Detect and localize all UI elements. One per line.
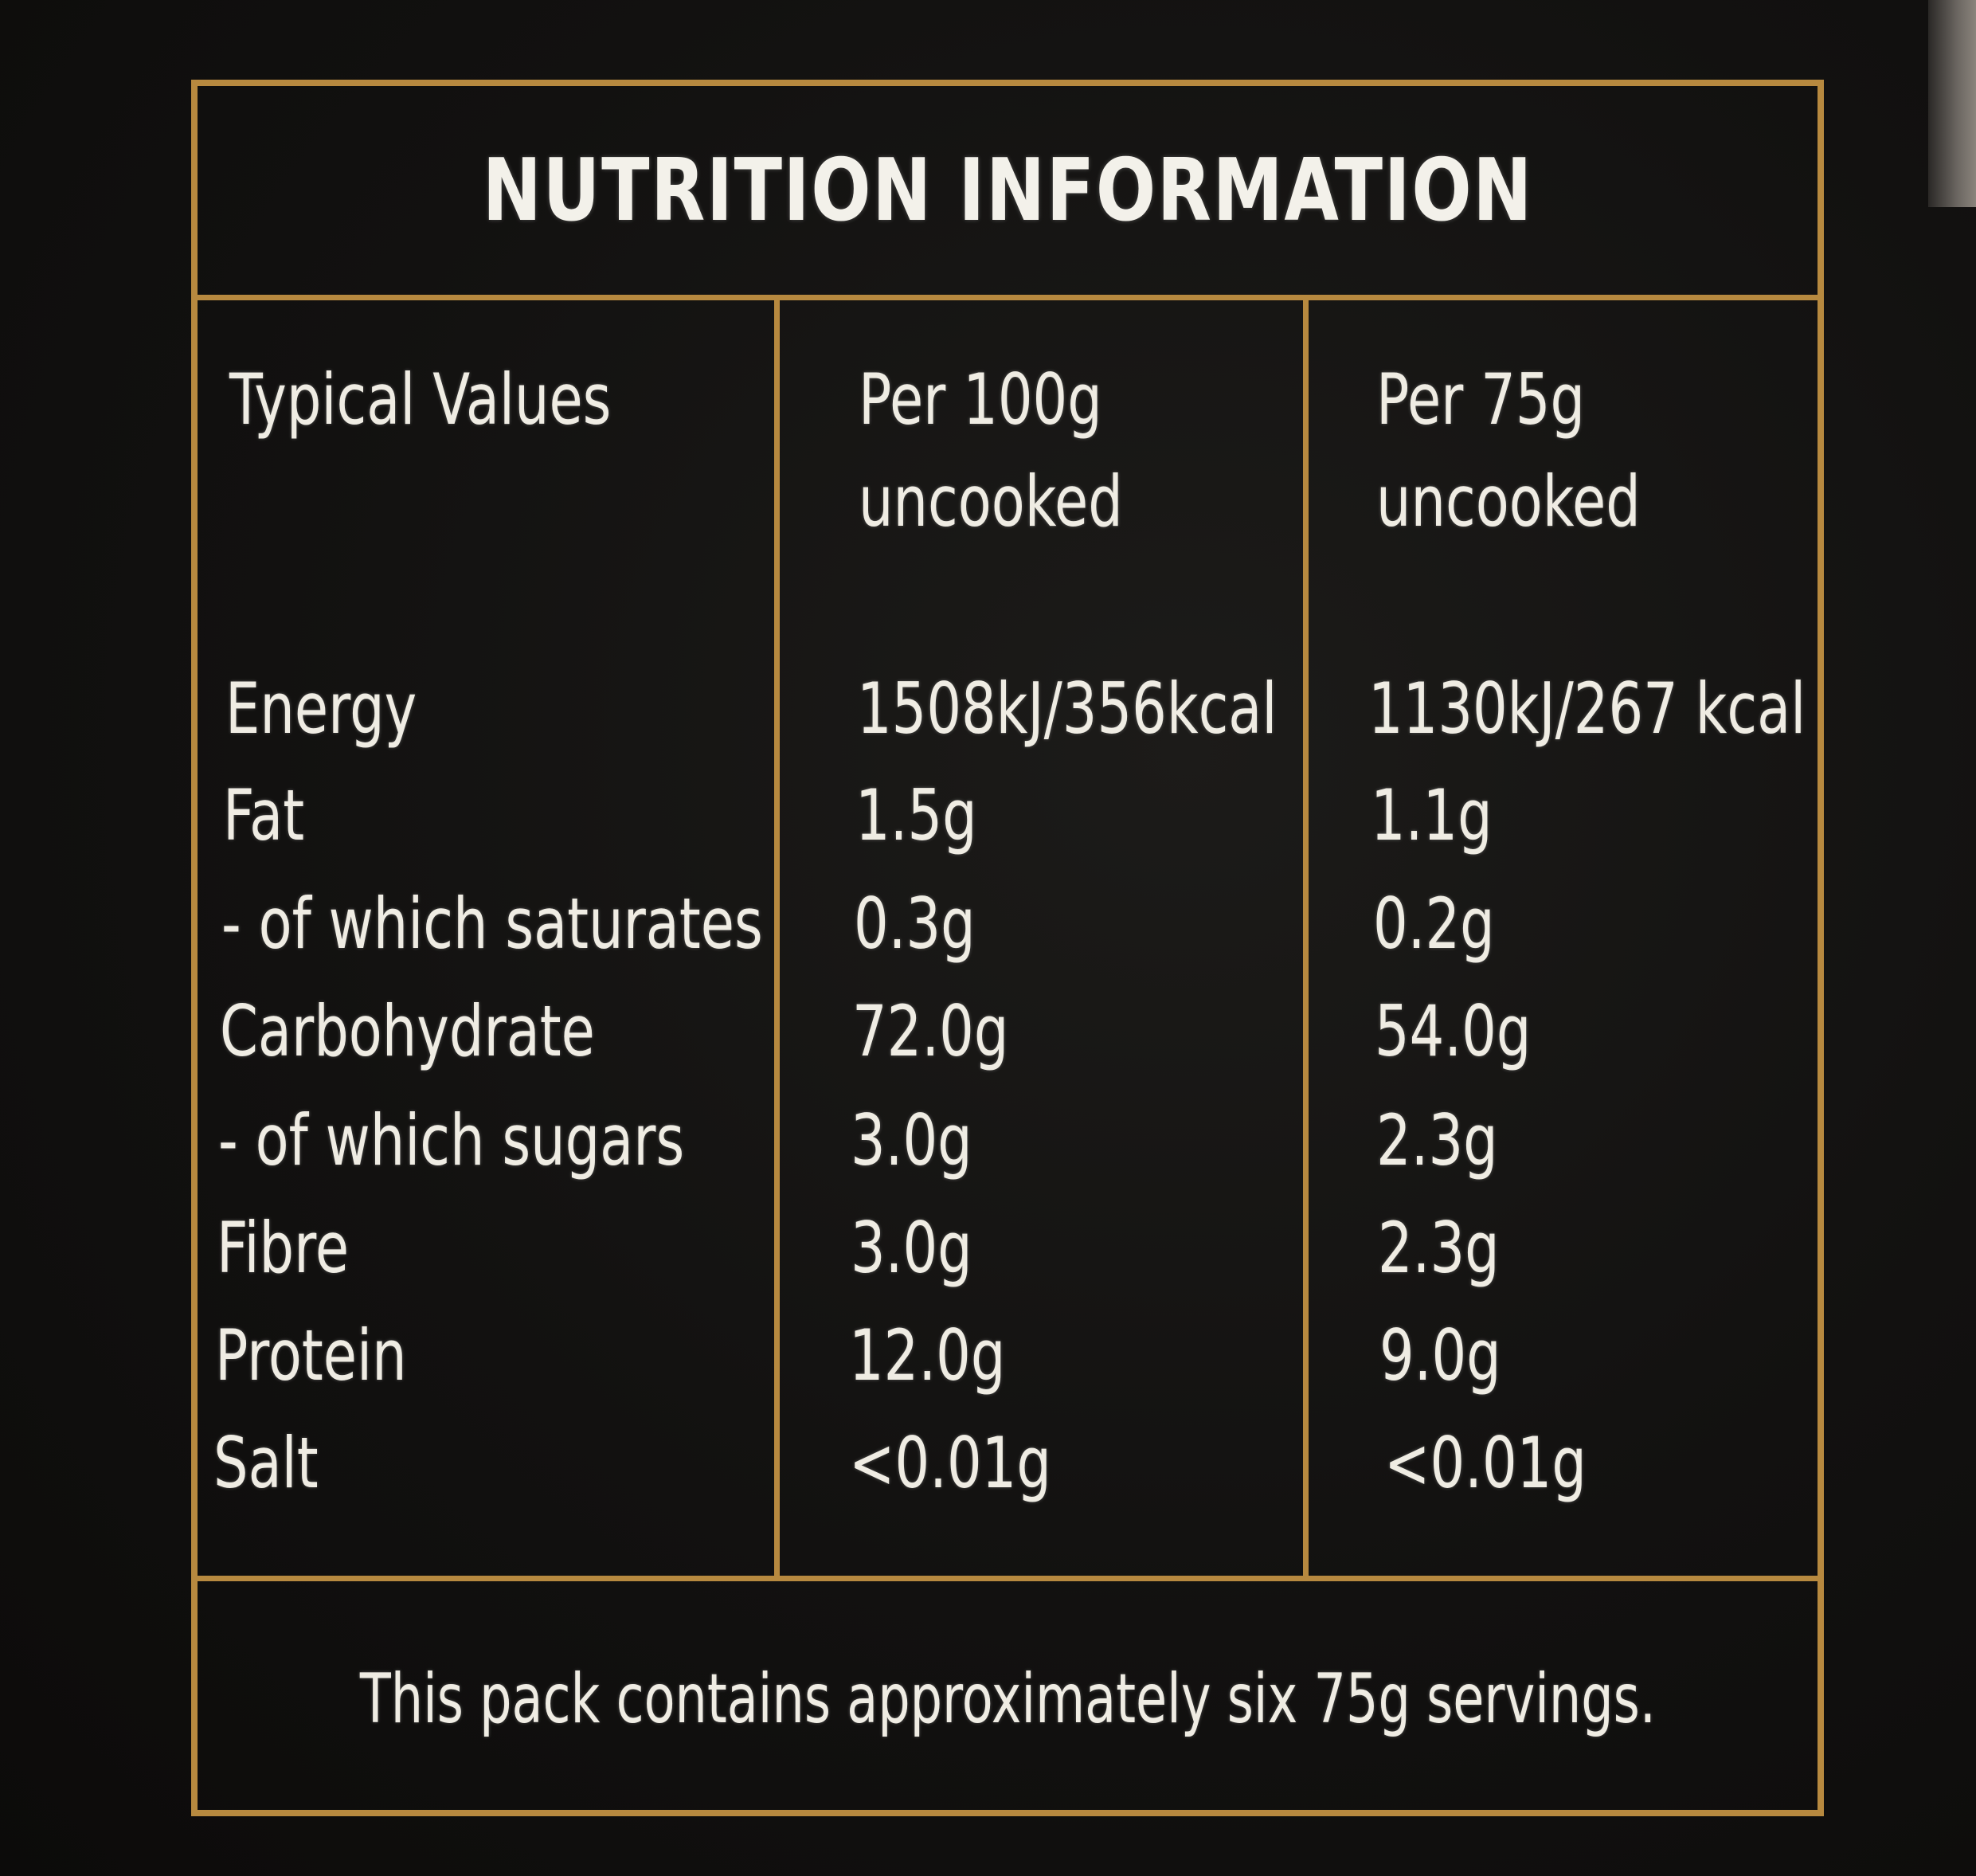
row-sugars-name: - of which sugars (218, 1099, 685, 1181)
row-protein-per75: 9.0g (1379, 1314, 1501, 1396)
header-per-75g: Per 75g uncooked (1376, 349, 1641, 553)
row-energy-name: Energy (225, 668, 417, 750)
row-salt-name: Salt (213, 1422, 319, 1504)
row-protein-name: Protein (215, 1314, 407, 1396)
header-per-75g-line2: uncooked (1376, 460, 1641, 542)
row-energy-per75: 1130kJ/267 kcal (1368, 668, 1806, 750)
label-title: NUTRITION INFORMATION (482, 140, 1533, 241)
servings-note: This pack contains approximately six 75g… (359, 1659, 1656, 1739)
header-per-75g-line1: Per 75g (1376, 358, 1586, 441)
header-typical-values-text: Typical Values (229, 358, 612, 441)
column-divider-2 (1303, 295, 1309, 1579)
header-per-100g: Per 100g uncooked (859, 349, 1123, 553)
row-salt-per75: <0.01g (1384, 1422, 1587, 1504)
footer-row: This pack contains approximately six 75g… (198, 1588, 1818, 1811)
row-saturates-per100: 0.3g (854, 883, 976, 965)
row-fibre-name: Fibre (217, 1207, 350, 1289)
nutrition-label: NUTRITION INFORMATION Typical Values Per… (191, 80, 1824, 1816)
title-row: NUTRITION INFORMATION (198, 86, 1818, 295)
row-fat-per75: 1.1g (1371, 774, 1493, 856)
row-carbohydrate-per75: 54.0g (1375, 990, 1532, 1072)
row-fibre-per100: 3.0g (851, 1207, 972, 1289)
footer-divider (198, 1576, 1818, 1581)
background-edge (1928, 0, 1976, 207)
title-divider (198, 295, 1818, 300)
column-divider-1 (774, 295, 780, 1579)
row-fat-per100: 1.5g (855, 774, 977, 856)
row-carbohydrate-name: Carbohydrate (220, 990, 595, 1072)
row-protein-per100: 12.0g (849, 1314, 1006, 1396)
row-carbohydrate-per100: 72.0g (852, 990, 1009, 1072)
row-sugars-per75: 2.3g (1376, 1099, 1498, 1181)
header-per-100g-line2: uncooked (859, 460, 1123, 542)
row-salt-per100: <0.01g (849, 1422, 1051, 1504)
header-typical-values: Typical Values (229, 349, 611, 451)
header-per-100g-line1: Per 100g (859, 358, 1102, 441)
row-fibre-per75: 2.3g (1378, 1207, 1500, 1289)
row-fat-name: Fat (223, 774, 305, 856)
row-saturates-name: - of which saturates (221, 883, 763, 965)
row-saturates-per75: 0.2g (1373, 883, 1495, 965)
row-sugars-per100: 3.0g (851, 1099, 972, 1181)
row-energy-per100: 1508kJ/356kcal (857, 668, 1278, 750)
